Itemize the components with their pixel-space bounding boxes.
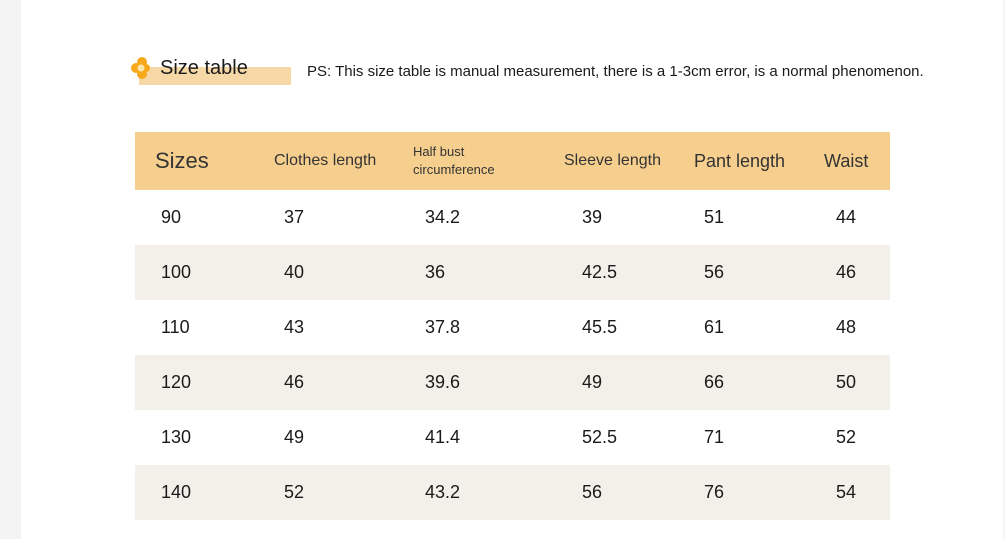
table-row: 100 40 36 42.5 56 46	[135, 245, 890, 300]
cell-half-bust: 36	[413, 245, 564, 300]
column-header-waist: Waist	[808, 132, 890, 190]
table-header-row: Sizes Clothes length Half bust circumfer…	[135, 132, 890, 190]
cell-half-bust: 37.8	[425, 317, 461, 337]
cell-waist: 46	[808, 245, 890, 300]
cell-waist: 48	[836, 317, 857, 337]
size-chart-page: Size table PS: This size table is manual…	[21, 0, 1003, 539]
cell-clothes-length: 40	[274, 245, 413, 300]
table-row: 90 37 34.2 39 51 44	[135, 190, 890, 245]
cell-sleeve-length: 52.5	[582, 427, 618, 447]
cell-sleeve-length: 56	[564, 465, 694, 520]
cell-clothes-length: 49	[284, 427, 305, 447]
cell-half-bust: 39.6	[413, 355, 564, 410]
table-row: 130 49 41.4 52.5 71 52	[135, 410, 890, 465]
cell-half-bust: 43.2	[413, 465, 564, 520]
cell-sleeve-length: 42.5	[564, 245, 694, 300]
column-header-pant-length: Pant length	[694, 132, 808, 190]
column-header-half-bust: Half bust circumference	[413, 132, 564, 190]
cell-clothes-length: 37	[284, 207, 305, 227]
title-block: Size table	[131, 50, 291, 88]
cell-clothes-length: 52	[274, 465, 413, 520]
cell-pant-length: 71	[704, 427, 725, 447]
cell-size: 140	[135, 465, 274, 520]
cell-clothes-length: 43	[284, 317, 305, 337]
cell-sleeve-length: 49	[564, 355, 694, 410]
title-highlight	[139, 67, 291, 85]
cell-waist: 54	[808, 465, 890, 520]
cell-size: 120	[135, 355, 274, 410]
table-row: 140 52 43.2 56 76 54	[135, 465, 890, 520]
flower-icon	[131, 57, 150, 79]
cell-waist: 50	[808, 355, 890, 410]
cell-pant-length: 56	[694, 245, 808, 300]
column-header-sizes: Sizes	[135, 132, 274, 190]
cell-size: 130	[161, 427, 192, 447]
cell-waist: 52	[836, 427, 857, 447]
column-header-half-bust-label: Half bust circumference	[413, 144, 495, 177]
cell-half-bust: 34.2	[425, 207, 461, 227]
cell-sleeve-length: 45.5	[582, 317, 618, 337]
size-table: Sizes Clothes length Half bust circumfer…	[135, 132, 890, 520]
cell-size: 110	[161, 317, 190, 337]
page-title: Size table	[160, 57, 248, 79]
cell-waist: 44	[836, 207, 857, 227]
column-header-sleeve-length: Sleeve length	[564, 132, 694, 190]
table-row: 110 43 37.8 45.5 61 48	[135, 300, 890, 355]
column-header-clothes-length: Clothes length	[274, 132, 413, 190]
cell-half-bust: 41.4	[425, 427, 461, 447]
cell-size: 90	[161, 207, 182, 227]
cell-pant-length: 51	[704, 207, 725, 227]
cell-sleeve-length: 39	[582, 207, 603, 227]
measurement-note: PS: This size table is manual measuremen…	[307, 63, 924, 80]
cell-size: 100	[135, 245, 274, 300]
cell-pant-length: 66	[694, 355, 808, 410]
size-table-header: Size table PS: This size table is manual…	[131, 50, 991, 90]
cell-clothes-length: 46	[274, 355, 413, 410]
table-row: 120 46 39.6 49 66 50	[135, 355, 890, 410]
cell-pant-length: 61	[704, 317, 725, 337]
cell-pant-length: 76	[694, 465, 808, 520]
